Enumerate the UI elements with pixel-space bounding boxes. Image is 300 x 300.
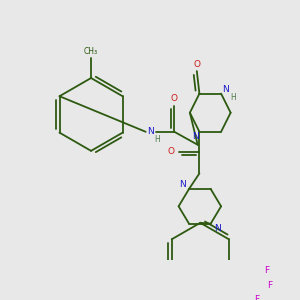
Text: N: N	[214, 224, 221, 232]
Text: CH₃: CH₃	[84, 46, 98, 56]
Text: O: O	[193, 60, 200, 69]
Text: N: N	[222, 85, 229, 94]
Text: N: N	[192, 132, 199, 141]
Text: F: F	[254, 296, 259, 300]
Text: H: H	[230, 93, 236, 102]
Text: N: N	[179, 180, 185, 189]
Text: O: O	[171, 94, 178, 103]
Text: F: F	[267, 281, 272, 290]
Text: O: O	[167, 147, 174, 156]
Text: N: N	[147, 127, 153, 136]
Text: H: H	[154, 135, 160, 144]
Text: F: F	[264, 266, 269, 275]
